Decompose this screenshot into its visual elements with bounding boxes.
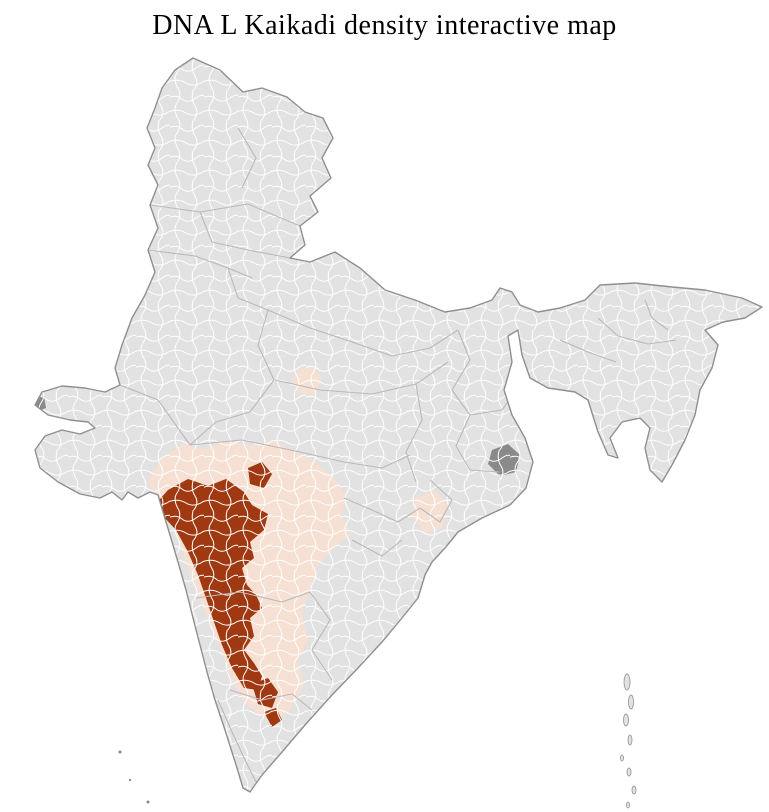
island[interactable] [623, 713, 629, 727]
island[interactable] [620, 754, 624, 762]
island[interactable] [118, 750, 122, 754]
district-borders-overlay [35, 58, 762, 792]
island[interactable] [146, 800, 150, 804]
island[interactable] [628, 694, 634, 710]
island-chain[interactable] [620, 673, 637, 809]
island[interactable] [128, 778, 132, 782]
island-dots[interactable] [118, 750, 150, 804]
island[interactable] [631, 785, 637, 795]
page-title: DNA L Kaikadi density interactive map [152, 10, 617, 41]
island[interactable] [623, 673, 631, 691]
island[interactable] [627, 734, 633, 746]
island[interactable] [626, 767, 632, 777]
state-borders [119, 127, 677, 783]
island[interactable] [626, 801, 630, 809]
